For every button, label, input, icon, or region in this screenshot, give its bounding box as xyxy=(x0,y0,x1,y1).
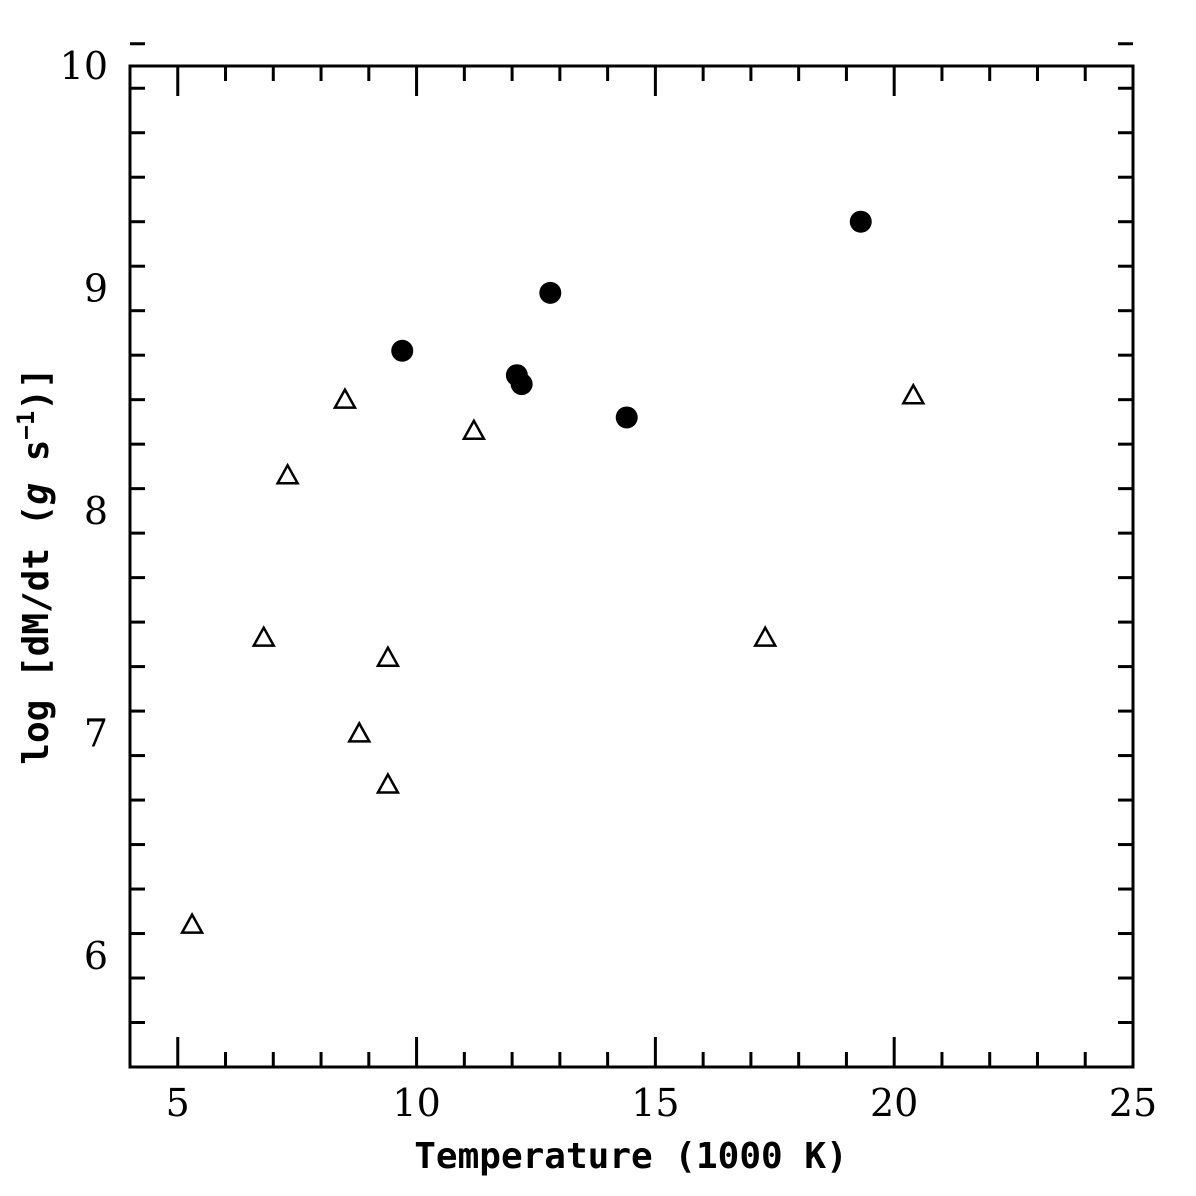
y-axis-title-mid: s xyxy=(16,440,57,483)
y-tick-label: 9 xyxy=(84,266,108,310)
x-tick-label: 15 xyxy=(631,1081,679,1125)
y-axis-title-pre: log [dM/dt ( xyxy=(16,505,57,765)
filled-circle-point xyxy=(849,210,872,233)
y-tick-label: 8 xyxy=(84,489,108,533)
filled-circle-point xyxy=(391,339,414,362)
filled-circle-point xyxy=(510,373,533,396)
y-tick-label: 7 xyxy=(84,711,108,755)
open-triangle-point xyxy=(753,625,778,647)
open-triangle-point xyxy=(375,645,401,667)
plot-frame xyxy=(128,64,1135,1069)
open-triangle-point xyxy=(179,912,205,934)
x-tick-label: 25 xyxy=(1109,1081,1157,1125)
data-points xyxy=(179,210,926,934)
open-triangle-point xyxy=(275,462,300,485)
y-axis-title-post: )] xyxy=(16,367,57,410)
y-tick-label: 6 xyxy=(84,934,108,978)
open-triangle-point xyxy=(901,382,926,405)
y-axis-title-g: g xyxy=(16,483,57,505)
y-tick-label: 10 xyxy=(60,44,108,88)
x-tick-label: 5 xyxy=(166,1081,190,1125)
filled-circle-point xyxy=(615,406,638,429)
x-tick-label: 10 xyxy=(392,1081,440,1125)
open-triangle-point xyxy=(375,771,401,794)
tick-labels: 5 10 15 20 25 6 7 8 9 10 xyxy=(60,44,1158,1125)
open-triangle-point xyxy=(347,720,372,743)
filled-circle-point xyxy=(539,281,562,304)
axis-ticks xyxy=(128,42,1135,1069)
x-tick-label: 20 xyxy=(870,1081,918,1125)
x-axis-title: Temperature (1000 K) xyxy=(414,1136,847,1177)
open-triangle-point xyxy=(332,387,358,409)
open-triangle-point xyxy=(251,625,276,647)
open-triangle-point xyxy=(461,418,487,441)
y-axis-title: log [dM/dt (g s−1)] xyxy=(12,367,57,764)
y-axis-title-superscript: −1 xyxy=(12,411,40,440)
